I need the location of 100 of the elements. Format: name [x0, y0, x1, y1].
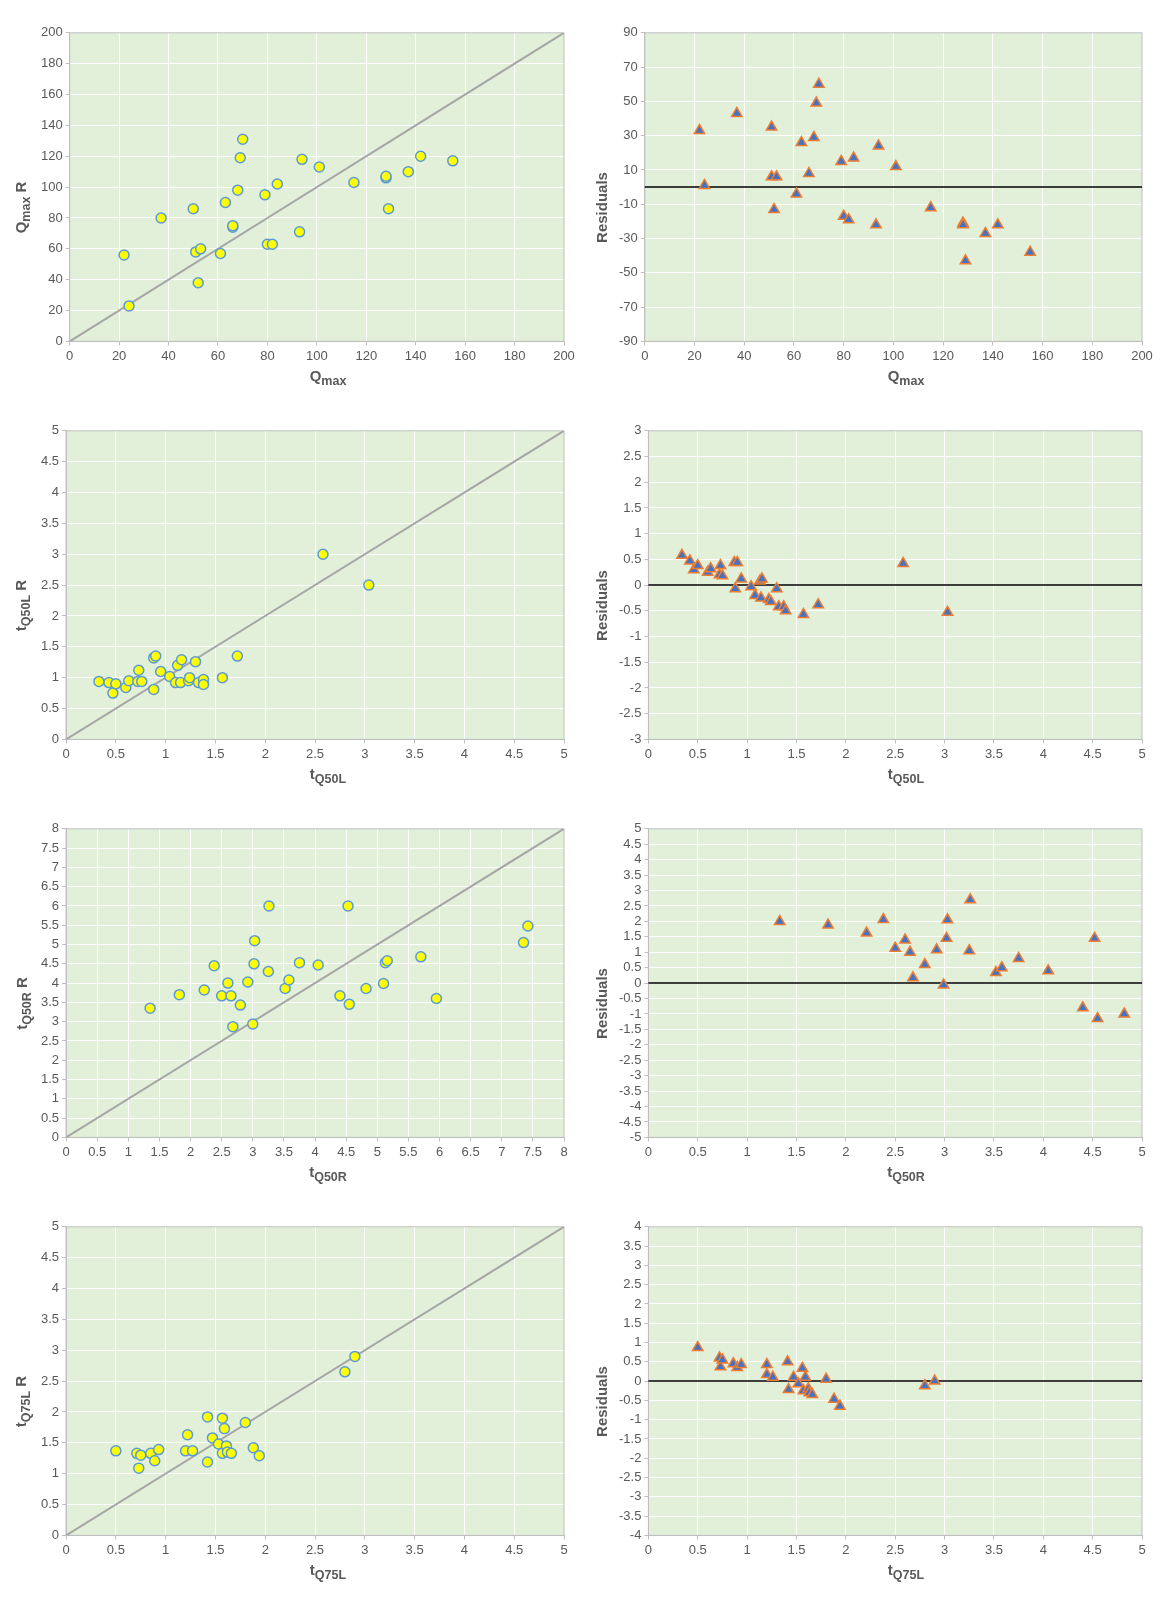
y-tick-label: 5.5: [40, 916, 60, 932]
y-tick-label: -90: [618, 332, 638, 348]
x-tick-label: 2: [842, 745, 850, 761]
x-tick-label: 120: [355, 347, 378, 363]
y-tick-label: 4: [51, 1279, 60, 1295]
x-tick-label: 7: [498, 1143, 506, 1159]
y-tick-label: 1.5: [40, 637, 60, 653]
y-tick-label: 4: [634, 850, 642, 866]
x-tick-label: 1: [124, 1143, 132, 1159]
y-tick-label: -0.5: [618, 601, 642, 617]
y-tick-label: 0: [55, 332, 63, 348]
y-tick-label: 4: [51, 483, 60, 499]
x-tick-label: 0.5: [88, 1143, 107, 1159]
y-tick-label: 0.5: [40, 1495, 60, 1511]
x-tick-label: 2.5: [306, 745, 325, 761]
y-tick-label: 1.5: [623, 499, 642, 515]
x-tick-label: 140: [404, 347, 427, 363]
y-tick-label: -4.5: [618, 1113, 642, 1129]
x-tick-label: 6: [435, 1143, 444, 1159]
x-tick-label: 1: [162, 745, 170, 761]
y-tick-label: 50: [623, 92, 638, 108]
y-tick-label: 1.5: [623, 1314, 642, 1330]
x-tick-label: 100: [882, 347, 905, 363]
y-tick-label: 2: [51, 1051, 60, 1067]
x-tick-label: 120: [932, 347, 954, 363]
y-tick-label: -1: [629, 1410, 642, 1426]
y-tick-label: 140: [40, 116, 63, 132]
y-tick-label: -3.5: [618, 1082, 642, 1098]
y-tick-label: 90: [623, 23, 638, 39]
x-tick-label: 3: [940, 745, 949, 761]
y-tick-label: 3.5: [40, 993, 60, 1009]
x-tick-label: 4.5: [505, 1541, 524, 1557]
y-tick-label: 160: [40, 85, 63, 101]
x-tick-label: 4: [311, 1143, 319, 1159]
x-tick-label: 1.5: [150, 1143, 169, 1159]
y-tick-label: 180: [40, 54, 63, 70]
y-tick-label: 80: [48, 209, 63, 225]
x-tick-label: 160: [1031, 347, 1054, 363]
y-tick-label: 40: [48, 270, 63, 286]
y-tick-label: 0.5: [623, 958, 642, 974]
x-tick-label: 5: [373, 1143, 381, 1159]
x-tick-label: 3.5: [984, 1143, 1003, 1159]
x-tick-label: 2: [842, 1143, 850, 1159]
y-tick-label: -4: [629, 1526, 642, 1542]
y-axis-title: Residuals: [592, 1365, 610, 1437]
x-tick-label: 1.5: [787, 1541, 806, 1557]
y-tick-label: 1: [51, 1464, 60, 1480]
x-tick-label: 1.5: [206, 745, 225, 761]
y-tick-label: -5: [629, 1128, 642, 1144]
x-tick-label: 60: [786, 347, 802, 363]
y-tick-label: 1: [634, 1333, 642, 1349]
x-tick-label: 2.5: [886, 1143, 905, 1159]
x-tick-label: 2: [261, 745, 269, 761]
y-tick-label: 3: [51, 545, 60, 561]
x-tick-label: 80: [260, 347, 275, 363]
x-tick-label: 0.5: [688, 1541, 707, 1557]
y-tick-label: 200: [40, 23, 63, 39]
y-tick-label: -2: [629, 1035, 642, 1051]
y-tick-label: -0.5: [618, 1391, 642, 1407]
y-tick-label: 0: [51, 1526, 60, 1542]
x-tick-label: 0: [644, 745, 653, 761]
y-tick-label: -70: [618, 298, 638, 314]
y-tick-label: 20: [48, 301, 63, 317]
x-tick-label: 4: [460, 745, 469, 761]
y-axis-title: Residuals: [592, 569, 610, 641]
y-tick-label: 0: [51, 730, 60, 746]
y-tick-label: -10: [618, 195, 638, 211]
x-tick-label: 1.5: [206, 1541, 225, 1557]
y-tick-label: -3.5: [618, 1507, 642, 1523]
y-tick-label: 7.5: [40, 839, 60, 855]
x-tick-label: 3.5: [984, 745, 1003, 761]
x-tick-label: 8: [560, 1143, 568, 1159]
x-tick-label: 140: [981, 347, 1004, 363]
x-tick-label: 1: [743, 1143, 751, 1159]
y-tick-label: 0.5: [40, 1109, 60, 1125]
x-tick-label: 4.5: [505, 745, 524, 761]
x-tick-label: 3.5: [984, 1541, 1003, 1557]
y-tick-label: 0: [51, 1128, 60, 1144]
y-tick-label: 2.5: [40, 1372, 60, 1388]
y-tick-label: 3.5: [623, 1237, 642, 1253]
y-tick-label: 3: [634, 881, 642, 897]
x-tick-label: 40: [737, 347, 752, 363]
y-tick-label: 3: [51, 1012, 60, 1028]
y-tick-label: -30: [618, 229, 638, 245]
x-tick-label: 3: [940, 1143, 949, 1159]
y-tick-label: -2.5: [618, 704, 642, 720]
y-tick-label: -1.5: [618, 1020, 642, 1036]
y-tick-label: -3: [629, 1066, 642, 1082]
x-tick-label: 3: [361, 1541, 369, 1557]
y-tick-label: 2: [634, 912, 642, 928]
x-tick-label: 200: [1131, 347, 1153, 363]
x-tick-label: 2.5: [886, 745, 905, 761]
y-tick-label: 7: [51, 858, 60, 874]
x-tick-label: 5: [560, 1541, 568, 1557]
y-tick-label: 1: [634, 943, 642, 959]
x-tick-label: 1: [162, 1541, 170, 1557]
y-tick-label: 3: [51, 1341, 60, 1357]
y-tick-label: -2: [629, 679, 642, 695]
y-tick-label: 3.5: [40, 1310, 60, 1326]
y-tick-label: 2.5: [40, 576, 60, 592]
